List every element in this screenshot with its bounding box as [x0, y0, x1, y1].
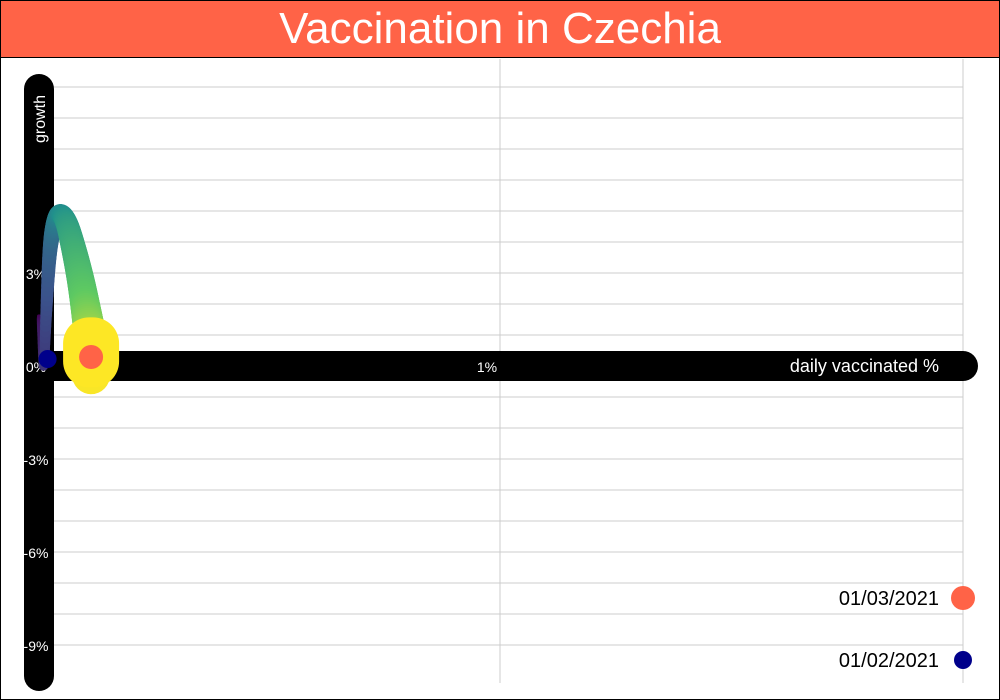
y-tick-label: -3% — [24, 452, 49, 468]
legend-label: 01/02/2021 — [839, 650, 939, 672]
y-axis-label: growth — [32, 95, 49, 143]
end-point-marker — [79, 345, 104, 369]
chart-title: Vaccination in Czechia — [279, 4, 721, 53]
y-tick-label: -6% — [24, 545, 49, 561]
x-tick-label: 1% — [477, 359, 497, 375]
start-point-marker — [38, 350, 57, 368]
legend-marker — [951, 586, 975, 610]
y-tick-label: -9% — [24, 638, 49, 654]
y-tick-label: 3% — [26, 266, 46, 282]
legend-label: 01/03/2021 — [839, 588, 939, 610]
x-axis-label: daily vaccinated % — [790, 356, 939, 376]
title-bar: Vaccination in Czechia — [1, 1, 999, 58]
legend-marker — [954, 651, 972, 669]
